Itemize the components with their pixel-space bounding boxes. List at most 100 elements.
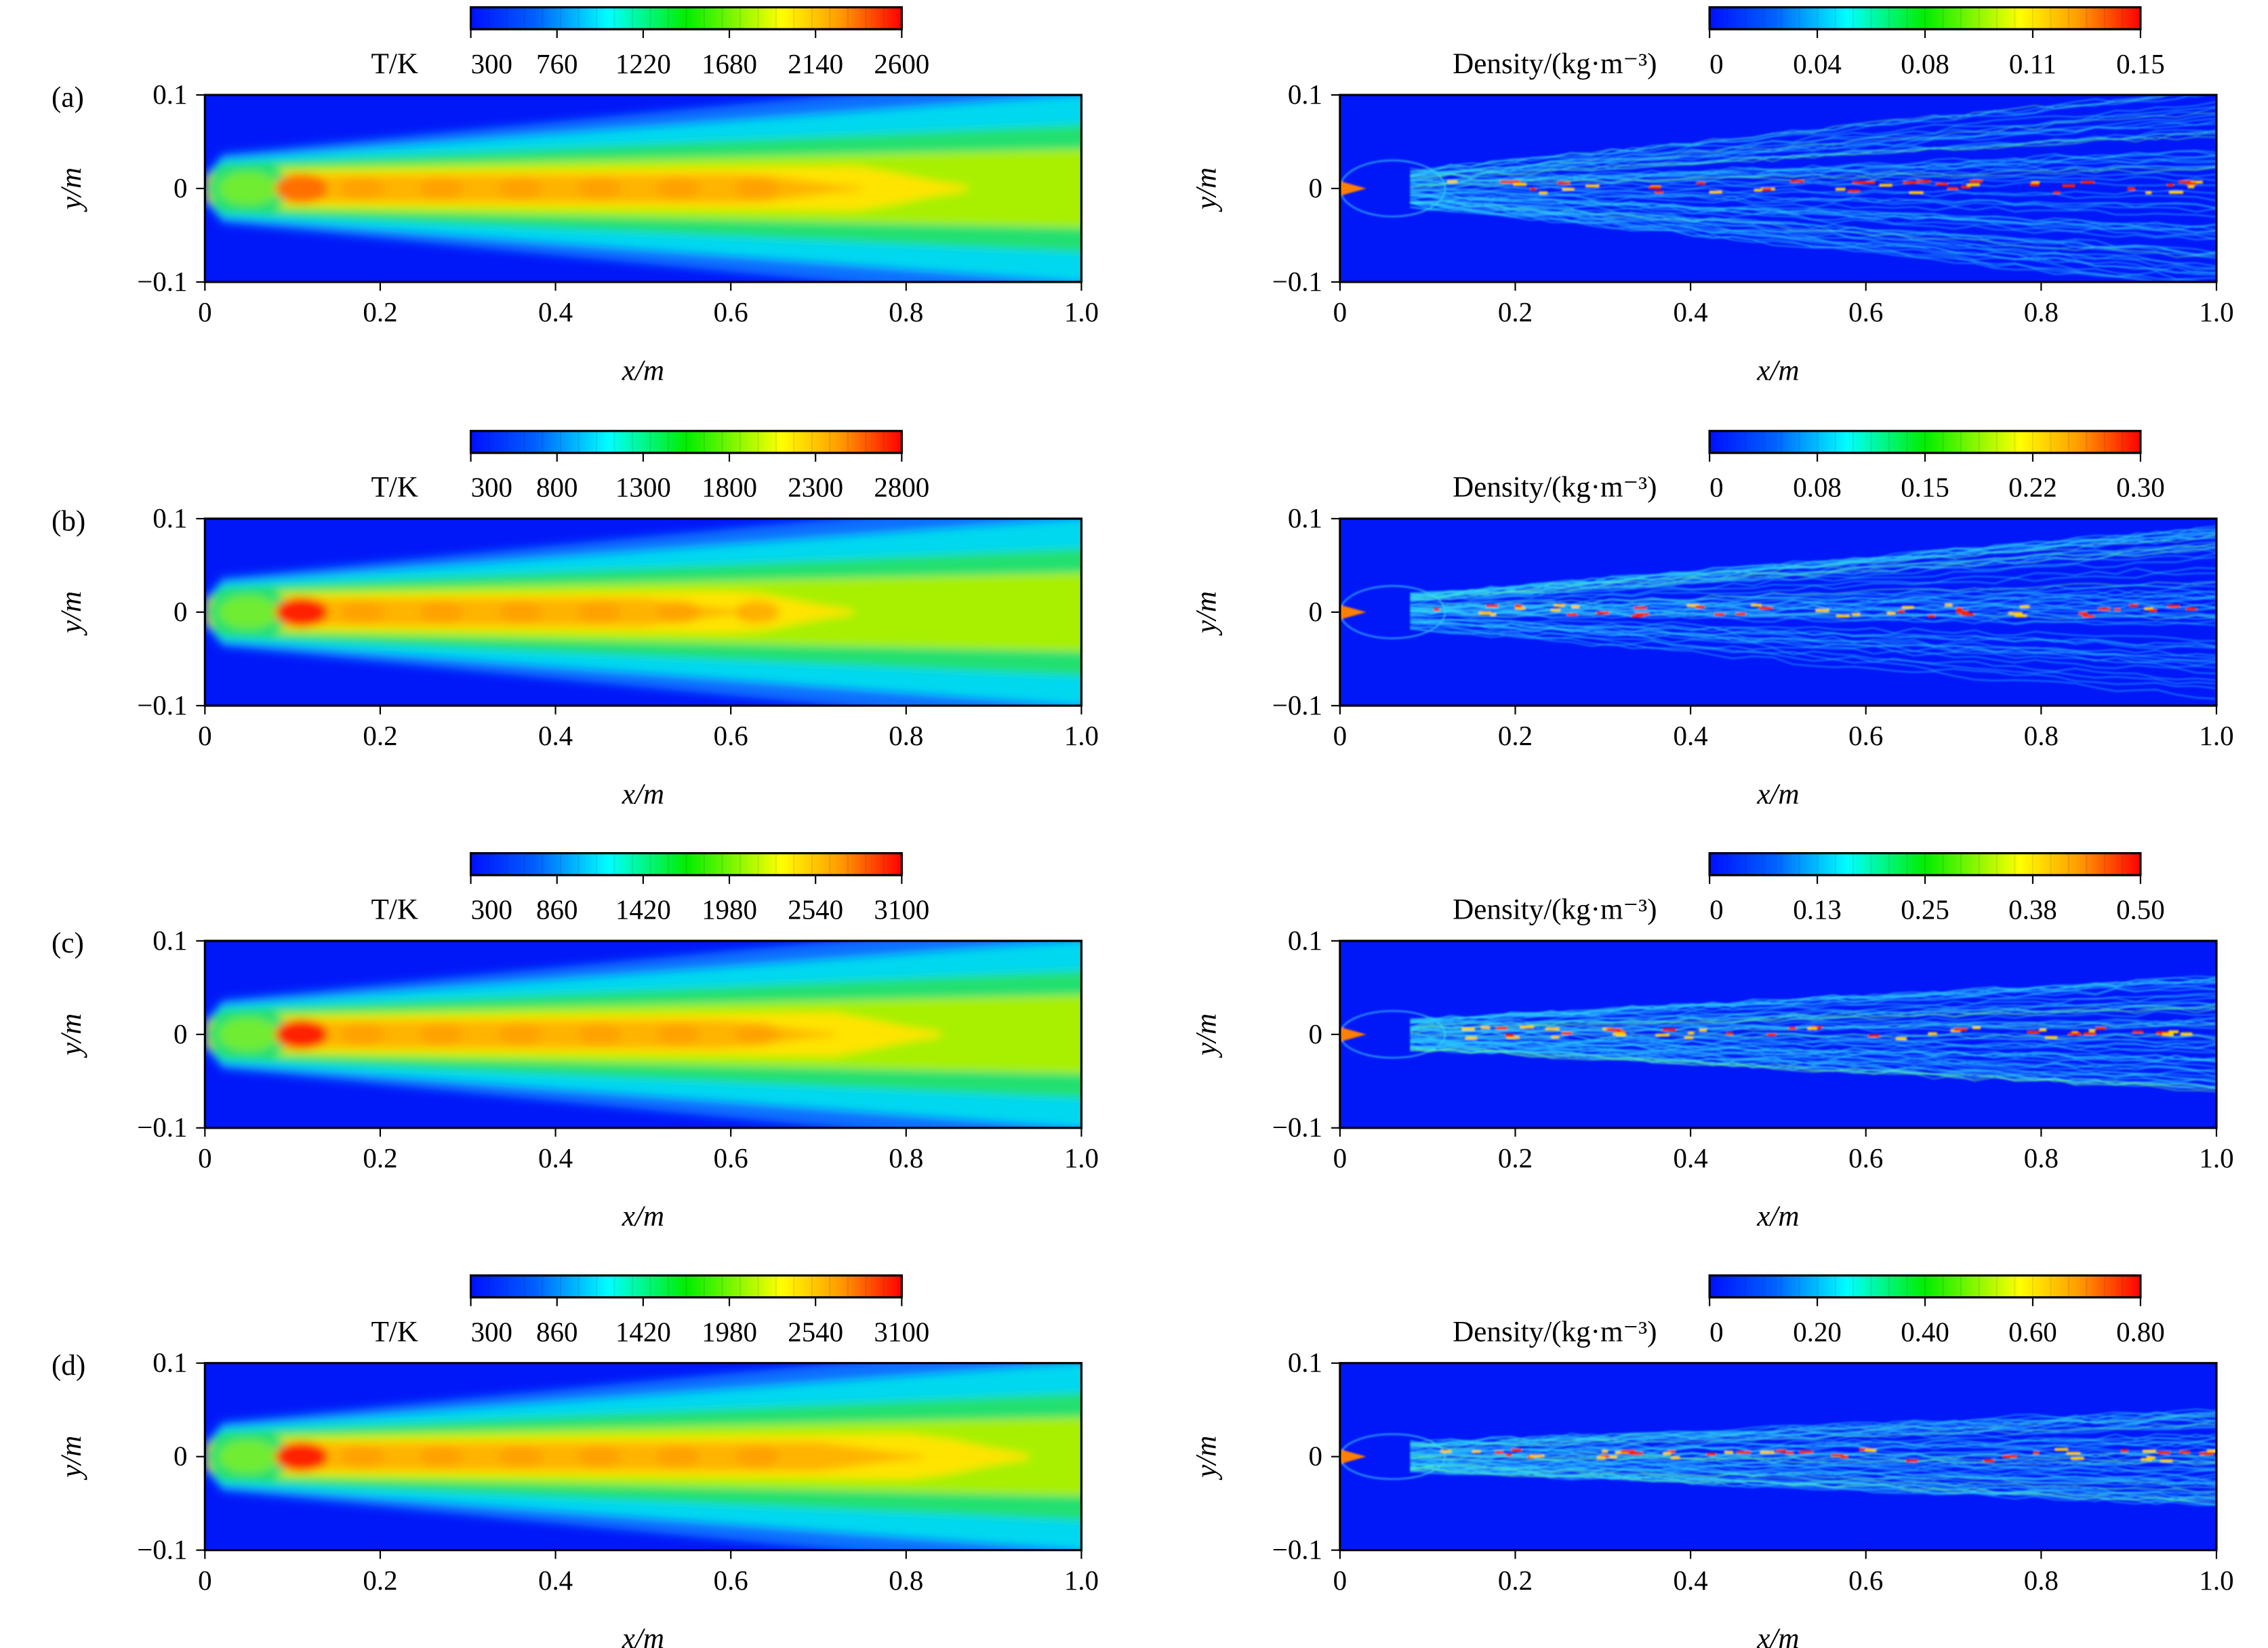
density-peak <box>2033 1451 2040 1455</box>
temperature-cell <box>656 177 700 200</box>
density-peak <box>1551 1035 1560 1039</box>
density-peak <box>2008 611 2023 615</box>
y-tick-label: 0.1 <box>153 79 187 110</box>
y-axis-label: y/m <box>1191 591 1223 636</box>
density-peak <box>1852 613 1861 616</box>
hot-spot <box>275 173 328 204</box>
y-tick-label: 0.1 <box>1288 503 1322 534</box>
density-streak <box>1410 628 2216 700</box>
temperature-cell <box>735 177 779 200</box>
density-peak <box>1760 1451 1775 1454</box>
density-peak <box>1529 1454 1545 1458</box>
density-peak <box>1969 180 1983 183</box>
density-streak <box>1410 133 2216 178</box>
colorbar: 300 800 1300 1800 2300 2800 T/K <box>371 430 929 504</box>
density-peak <box>1505 1034 1514 1037</box>
density-peak <box>1495 1451 1504 1454</box>
density-peak <box>1520 1025 1534 1029</box>
density-streak <box>1410 189 2216 209</box>
density-peak <box>1655 1033 1669 1037</box>
density-streak <box>1410 1441 2216 1454</box>
density-streak <box>1410 166 2216 188</box>
density-streak <box>1410 1417 2216 1447</box>
density-streak <box>1410 572 2216 605</box>
colorbar-tick-label: 2540 <box>788 895 843 925</box>
temperature-cell <box>577 177 622 200</box>
density-peak <box>1635 612 1650 616</box>
density-streak <box>1410 1031 2216 1041</box>
density-peak <box>1615 1033 1627 1037</box>
density-peak <box>2144 607 2153 611</box>
colorbar-tick-label: 0 <box>1709 895 1723 925</box>
density-peak <box>1789 180 1804 183</box>
x-tick-label: 0 <box>1333 1143 1347 1173</box>
density-peak <box>2068 1032 2082 1036</box>
density-peak <box>1709 190 1722 194</box>
colorbar-tick-label: 1980 <box>702 1317 757 1347</box>
density-peak <box>1513 182 1527 186</box>
density-peak <box>2142 1449 2156 1453</box>
colorbar-gradient <box>1708 1274 2142 1299</box>
x-axis-label: x/m <box>1756 1623 1799 1648</box>
density-streak <box>1410 1464 2216 1486</box>
density-streak <box>1410 622 2216 675</box>
colorbar-gradient <box>469 1274 903 1299</box>
field <box>1339 519 2216 706</box>
density-peak <box>1754 188 1762 192</box>
density-streak <box>1410 1007 2216 1031</box>
y-tick-label: 0.1 <box>1288 1348 1322 1378</box>
density-streak <box>1410 616 2216 642</box>
panel-label: (a) <box>52 81 84 113</box>
density-streak <box>1410 1042 2216 1072</box>
density-peak <box>1609 1455 1617 1459</box>
colorbar-tick-label: 1220 <box>615 49 671 79</box>
density-plot: 0 0.2 0.4 0.6 0.8 1.00.10−0.1x/my/m0 0.20 0.40 0… <box>1191 1274 2234 1648</box>
density-peak <box>2029 183 2039 186</box>
temperature-plot: 0 0.2 0.4 0.6 0.8 1.0 0.1 0 −0.1 x/m y/m 300 760 1220… <box>56 6 1099 386</box>
colorbar: 300 860 1420 1980 2540 3100 T/K <box>371 851 929 926</box>
density-peak <box>1956 607 1963 611</box>
density-peak <box>1696 182 1705 185</box>
x-axis-label: x/m <box>1756 1201 1799 1232</box>
temperature-cell <box>420 1023 464 1046</box>
colorbar-tick-label: 0.13 <box>1793 895 1842 925</box>
density-peak <box>2206 1449 2216 1453</box>
density-peak <box>2121 1449 2128 1453</box>
density-streak <box>1410 626 2216 685</box>
x-tick-label: 0 <box>1333 1565 1347 1596</box>
density-peak <box>1662 1028 1676 1032</box>
colorbar-gradient <box>1708 6 2142 31</box>
density-peak <box>2127 187 2134 190</box>
temperature-cell <box>340 1445 385 1468</box>
density-peak <box>2088 1029 2096 1032</box>
temperature-cell <box>656 601 700 624</box>
x-tick-label: 0.6 <box>1848 297 1883 327</box>
colorbar-label: Density/(kg·m⁻³) <box>1453 472 1657 504</box>
density-peak <box>1901 605 1914 609</box>
field <box>205 1363 1082 1550</box>
y-axis-label: y/m <box>56 167 87 212</box>
density-peak <box>1688 1031 1695 1035</box>
x-tick-label: 0.8 <box>889 1565 923 1596</box>
x-tick-label: 0 <box>1333 721 1347 751</box>
density-peak <box>2031 181 2040 184</box>
x-tick-label: 0.2 <box>1498 1565 1533 1596</box>
colorbar-label: T/K <box>371 48 418 80</box>
x-tick-label: 0.6 <box>714 297 748 327</box>
density-peak <box>1961 613 1975 616</box>
density-peak <box>1514 604 1522 607</box>
density-peak <box>2014 614 2027 618</box>
density-streak <box>1410 613 2216 626</box>
colorbar-tick-label: 0.38 <box>2008 895 2057 925</box>
density-streak <box>1410 620 2216 657</box>
density-streak <box>1410 194 2216 228</box>
density-streak <box>1410 546 2216 602</box>
temperature-cell <box>656 1445 700 1468</box>
density-streak <box>1410 188 2216 209</box>
density-streak <box>1410 176 2216 190</box>
density-streak <box>1410 529 2216 594</box>
density-peak <box>2158 1451 2171 1455</box>
field <box>1339 940 2216 1128</box>
density-peak <box>1596 611 1610 615</box>
density-peak <box>1840 1455 1848 1459</box>
